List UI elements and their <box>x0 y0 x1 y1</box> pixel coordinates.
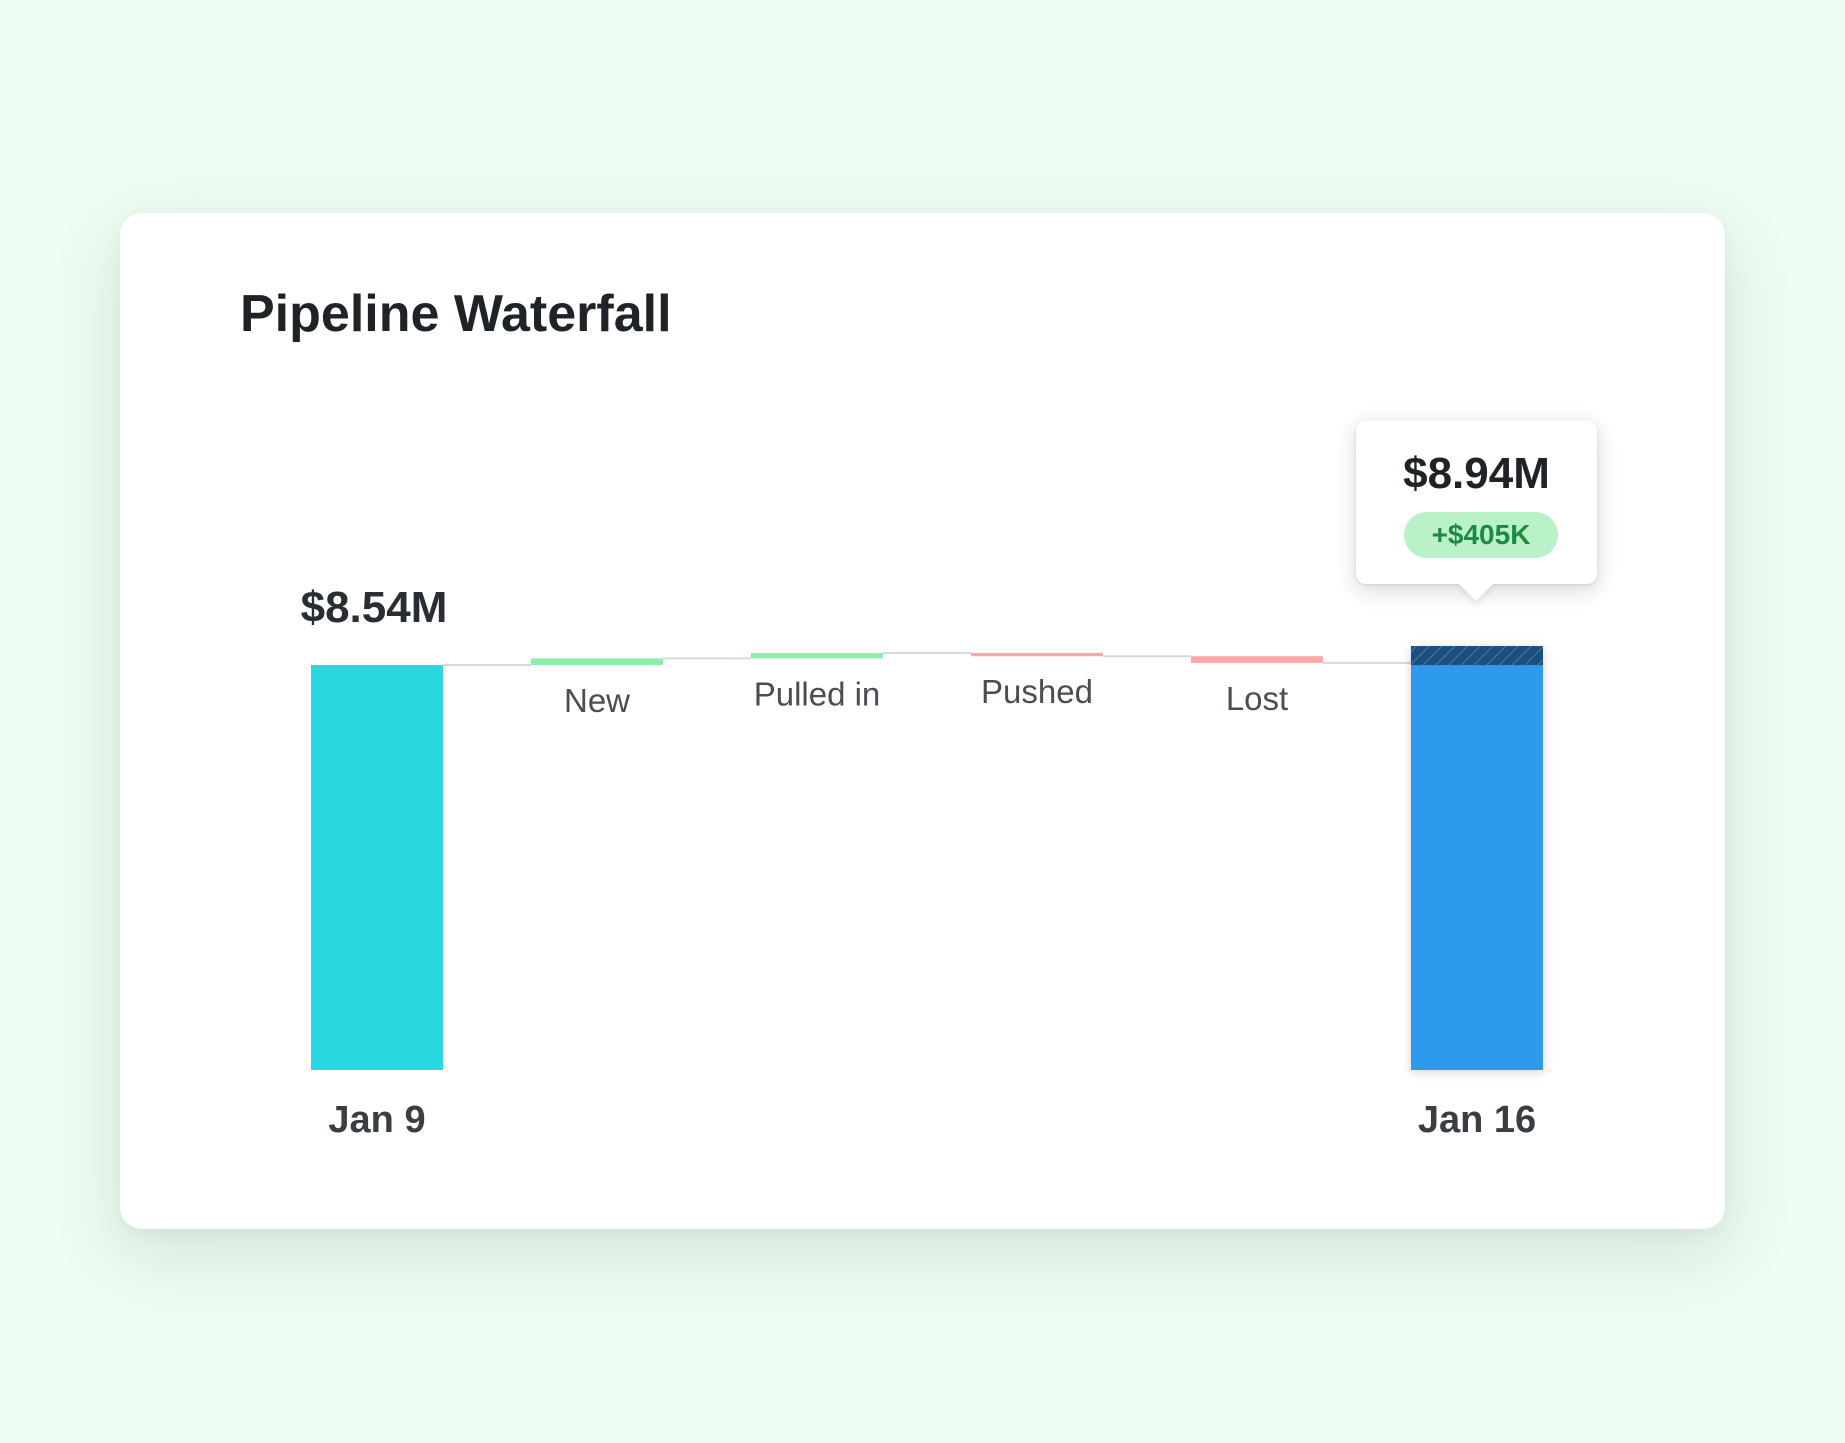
value-label-jan-9: $8.54M <box>301 583 448 632</box>
bar-pushed[interactable] <box>971 652 1103 657</box>
chart-title: Pipeline Waterfall <box>240 285 672 343</box>
tooltip-change-badge: +$405K <box>1404 512 1558 558</box>
tooltip-value: $8.94M <box>1403 449 1550 498</box>
connector-lines <box>443 651 1411 666</box>
bar-jan-9[interactable] <box>311 665 443 1070</box>
bar-lost[interactable] <box>1191 656 1323 663</box>
axis-label-jan-9: Jan 9 <box>328 1099 425 1141</box>
step-label-pushed: Pushed <box>981 673 1093 710</box>
step-label-new: New <box>564 682 630 719</box>
step-label-pulled-in: Pulled in <box>754 675 881 712</box>
axis-label-jan-16: Jan 16 <box>1418 1099 1536 1141</box>
bar-new[interactable] <box>531 658 663 665</box>
bar-pulled-in[interactable] <box>751 652 883 659</box>
bar-jan-16[interactable] <box>1411 646 1543 1070</box>
bars-group <box>311 646 1543 1070</box>
labels-group: Jan 9 $8.54M New Pulled in Pushed Lost Jan 16 <box>301 583 1537 1141</box>
bar-jan-16-base[interactable] <box>1411 665 1543 1070</box>
value-tooltip: $8.94M +$405K <box>1356 420 1597 601</box>
step-label-lost: Lost <box>1226 680 1288 717</box>
bar-jan-16-change-hatch <box>1411 646 1543 666</box>
